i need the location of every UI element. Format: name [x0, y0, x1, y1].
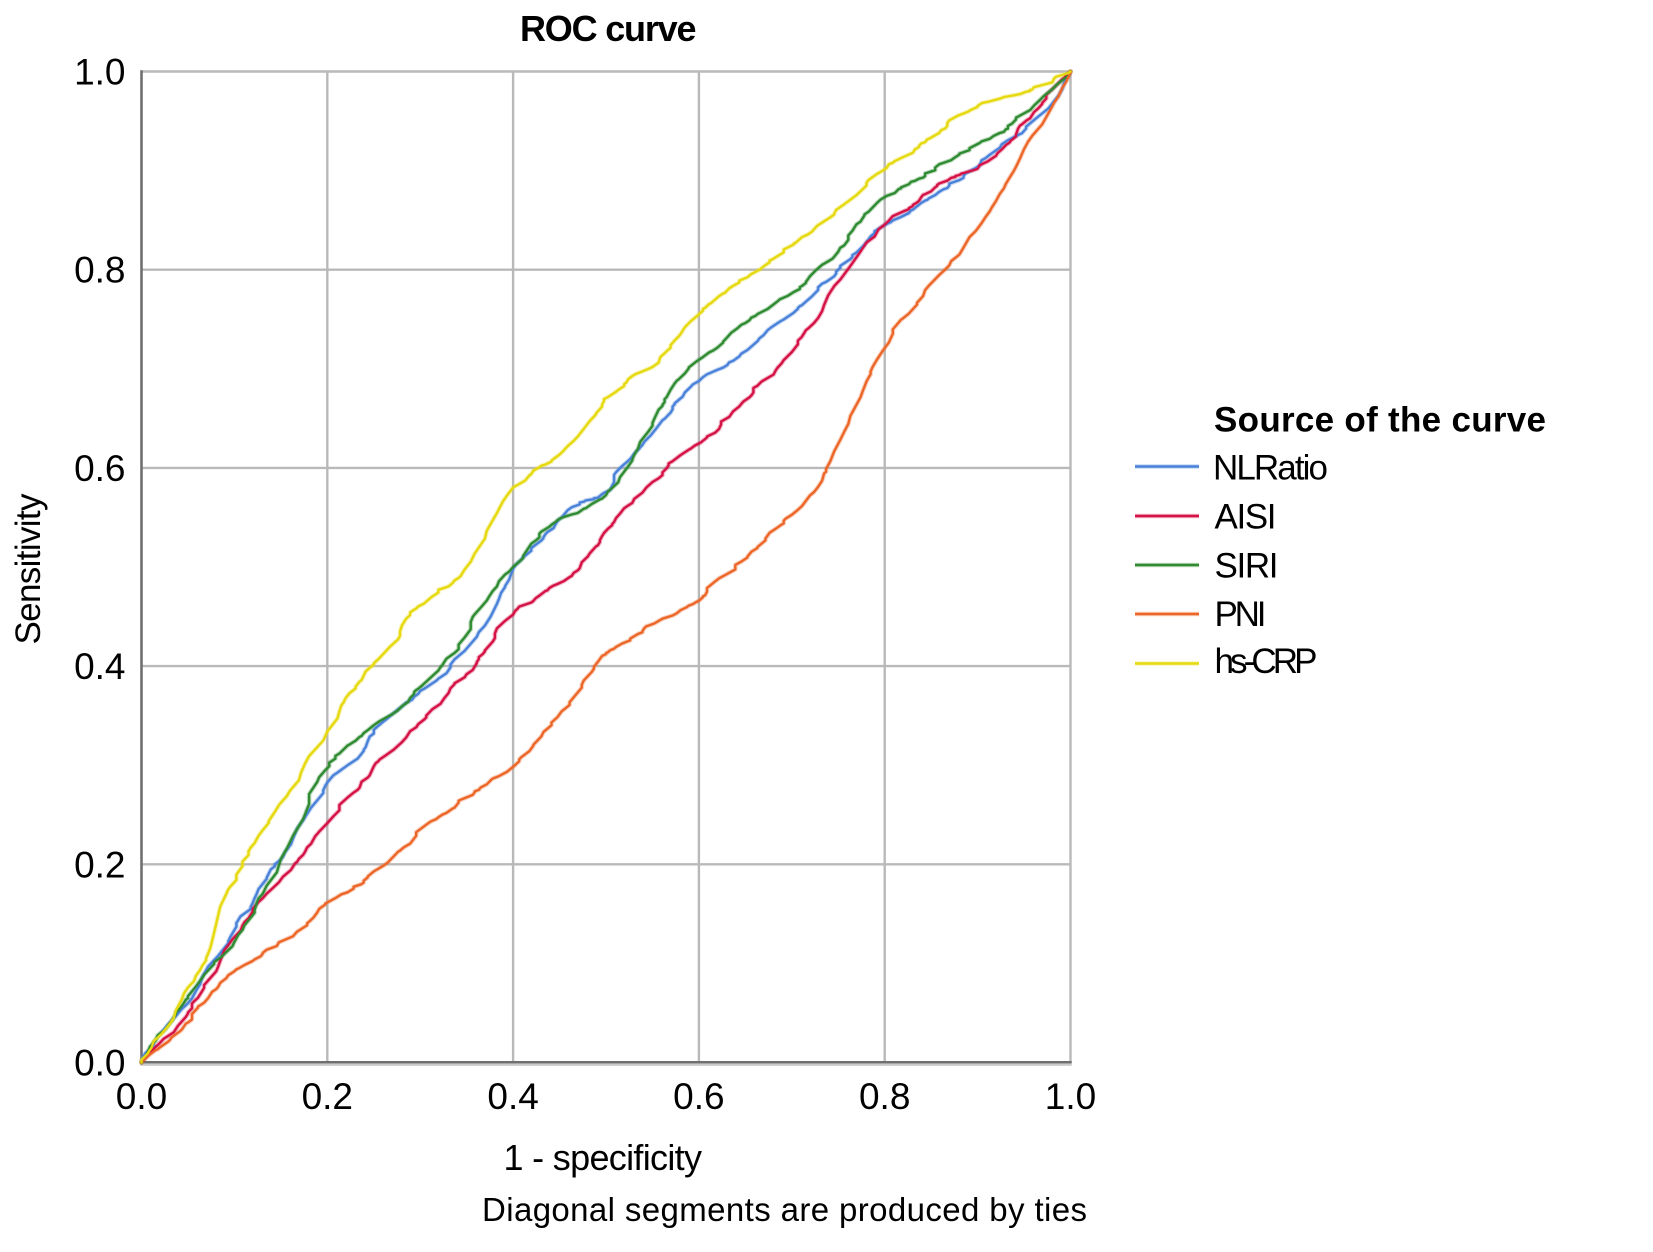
svg-text:0.2: 0.2: [74, 844, 125, 885]
svg-text:NLRatio: NLRatio: [1213, 449, 1328, 488]
svg-text:0.6: 0.6: [74, 448, 125, 489]
svg-text:ROC curve: ROC curve: [520, 8, 697, 49]
svg-text:0.8: 0.8: [859, 1076, 910, 1117]
svg-text:0.0: 0.0: [74, 1043, 125, 1084]
svg-text:AISI: AISI: [1215, 498, 1277, 537]
svg-text:SIRI: SIRI: [1215, 547, 1279, 586]
svg-text:0.4: 0.4: [74, 646, 125, 687]
svg-text:0.6: 0.6: [673, 1076, 724, 1117]
svg-text:0.0: 0.0: [116, 1076, 167, 1117]
svg-text:PNI: PNI: [1215, 595, 1267, 634]
svg-text:0.4: 0.4: [487, 1076, 538, 1117]
svg-text:1 - specificity: 1 - specificity: [504, 1137, 703, 1178]
svg-text:1.0: 1.0: [74, 52, 125, 93]
svg-text:1.0: 1.0: [1045, 1076, 1096, 1117]
svg-text:0.2: 0.2: [302, 1076, 353, 1117]
svg-text:hs-CRP: hs-CRP: [1215, 642, 1318, 681]
svg-text:Sensitivity: Sensitivity: [9, 493, 48, 645]
svg-text:0.8: 0.8: [74, 250, 125, 291]
svg-text:Diagonal segments are produced: Diagonal segments are produced by ties: [482, 1191, 1087, 1228]
svg-text:Source of the curve: Source of the curve: [1214, 401, 1546, 440]
